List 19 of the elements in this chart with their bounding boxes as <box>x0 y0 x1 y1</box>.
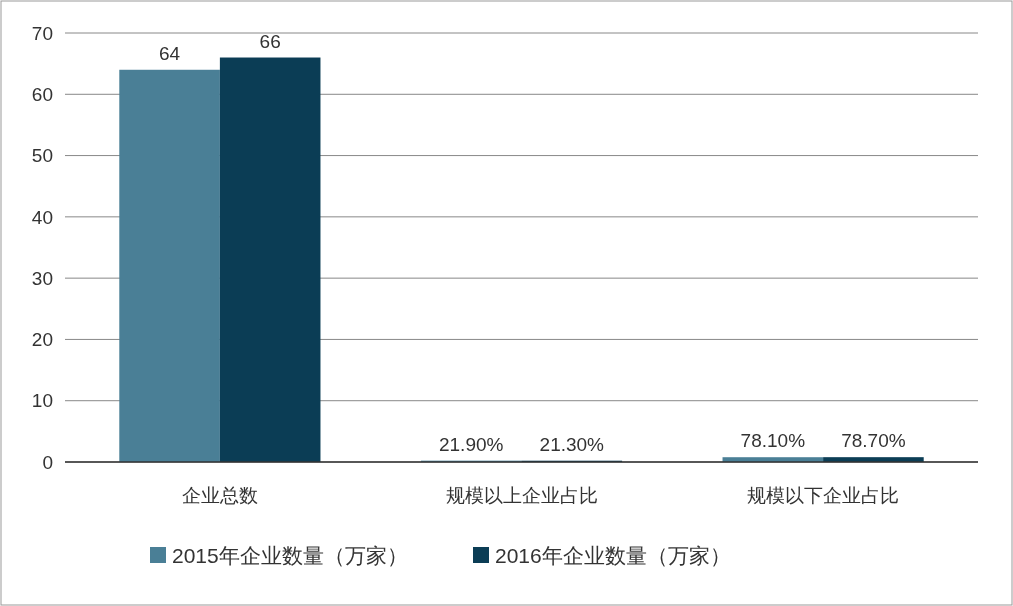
y-tick-label: 10 <box>31 390 53 412</box>
data-label: 21.30% <box>539 433 605 455</box>
y-tick-label: 30 <box>31 267 53 289</box>
data-label: 78.70% <box>841 430 906 452</box>
x-tick-label: 规模以下企业占比 <box>747 485 900 506</box>
data-label: 78.10% <box>740 430 806 452</box>
y-tick-label: 70 <box>31 22 53 44</box>
data-label: 64 <box>159 42 181 64</box>
y-tick-label: 60 <box>31 83 53 105</box>
x-tick-label: 企业总数 <box>181 485 258 506</box>
y-tick-label: 0 <box>42 451 53 473</box>
legend-label: 2016年企业数量（万家） <box>495 544 731 568</box>
data-label: 66 <box>259 30 281 52</box>
y-tick-label: 50 <box>31 145 53 167</box>
y-tick-label: 20 <box>31 329 53 351</box>
data-label: 21.90% <box>438 433 504 455</box>
x-tick-label: 规模以上企业占比 <box>445 485 598 506</box>
y-tick-label: 40 <box>31 206 53 228</box>
legend-label: 2015年企业数量（万家） <box>172 544 408 568</box>
